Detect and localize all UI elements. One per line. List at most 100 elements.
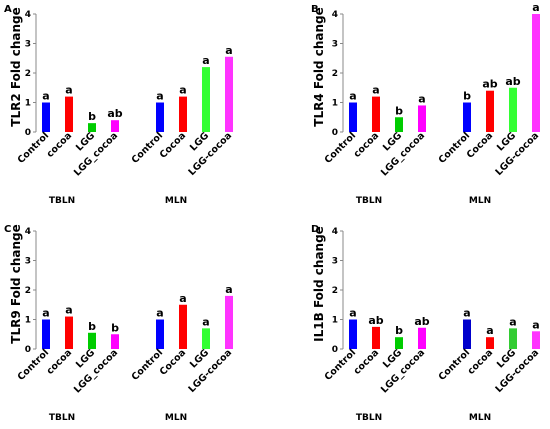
significance-label: a [156, 307, 163, 320]
group-label: MLN [165, 196, 187, 206]
category-label: Control [130, 347, 166, 383]
significance-label: a [42, 90, 49, 103]
significance-label: a [202, 54, 209, 67]
significance-label: a [225, 283, 232, 296]
y-tick-label: 0 [25, 128, 31, 138]
significance-label: a [65, 304, 72, 317]
bar [88, 123, 96, 132]
bar [111, 120, 119, 132]
significance-label: b [463, 90, 471, 103]
category-label: Control [16, 130, 52, 166]
y-tick-label: 4 [25, 10, 31, 20]
category-label: Control [16, 347, 52, 383]
y-axis-label: TLR4 Fold change [312, 7, 326, 126]
significance-label: a [349, 90, 356, 103]
bar [111, 334, 119, 349]
bar [65, 316, 73, 349]
y-axis-label: TLR9 Fold change [9, 224, 23, 343]
group-label: MLN [469, 196, 491, 206]
significance-label: a [179, 292, 186, 305]
bar [395, 117, 403, 132]
significance-label: b [88, 320, 96, 333]
category-label: Cocoa [158, 347, 188, 377]
bar [418, 105, 426, 132]
significance-label: a [372, 84, 379, 97]
y-tick-label: 2 [332, 69, 338, 79]
group-label: TBLN [49, 413, 75, 423]
group-label: MLN [165, 413, 187, 423]
bar [395, 337, 403, 349]
bar [463, 319, 471, 349]
y-tick-label: 2 [25, 286, 31, 296]
y-tick-label: 1 [332, 316, 338, 326]
category-label: Control [130, 130, 166, 166]
group-label: TBLN [356, 196, 382, 206]
panel-letter: C [4, 224, 11, 235]
significance-label: a [532, 318, 539, 331]
significance-label: a [349, 307, 356, 320]
y-tick-label: 3 [332, 257, 338, 267]
y-tick-label: 0 [25, 345, 31, 355]
bar [418, 327, 426, 349]
y-tick-label: 4 [332, 10, 338, 20]
panel-letter: B [311, 4, 319, 15]
significance-label: b [395, 324, 403, 337]
category-label: cocoa [466, 347, 496, 377]
category-label: Cocoa [465, 130, 495, 160]
y-tick-label: 1 [25, 99, 31, 109]
y-tick-label: 4 [332, 227, 338, 237]
significance-label: a [463, 307, 470, 320]
bar [202, 328, 210, 349]
panel-letter: D [311, 224, 319, 235]
significance-label: ab [482, 78, 497, 91]
significance-label: a [42, 307, 49, 320]
bar [486, 90, 494, 132]
bar [532, 14, 540, 132]
significance-label: a [486, 324, 493, 337]
significance-label: a [156, 90, 163, 103]
bar [349, 319, 357, 349]
bar [372, 326, 380, 349]
category-label: cocoa [352, 347, 382, 377]
y-tick-label: 1 [332, 99, 338, 109]
bar [65, 96, 73, 132]
bar [202, 67, 210, 132]
significance-label: ab [505, 75, 520, 88]
significance-label: a [65, 84, 72, 97]
y-tick-label: 0 [332, 345, 338, 355]
bar [509, 87, 517, 132]
group-label: MLN [469, 413, 491, 423]
significance-label: a [532, 1, 539, 14]
y-tick-label: 3 [332, 40, 338, 50]
y-tick-label: 2 [332, 286, 338, 296]
y-axis-label: IL1B Fold change [312, 226, 326, 342]
bar [156, 319, 164, 349]
category-label: Control [323, 347, 359, 383]
group-label: TBLN [49, 196, 75, 206]
significance-label: a [179, 84, 186, 97]
y-tick-label: 0 [332, 128, 338, 138]
category-label: cocoa [352, 130, 382, 160]
significance-label: a [418, 92, 425, 105]
panel-letter: A [4, 4, 12, 15]
bar [486, 337, 494, 349]
significance-label: a [509, 315, 516, 328]
bar [372, 96, 380, 132]
bar [532, 331, 540, 349]
significance-label: b [88, 110, 96, 123]
bar [509, 328, 517, 349]
category-label: cocoa [45, 347, 75, 377]
y-axis-label: TLR2 Fold change [9, 7, 23, 126]
bar [179, 304, 187, 349]
category-label: Control [437, 130, 473, 166]
bar [179, 96, 187, 132]
bar [225, 56, 233, 132]
y-tick-label: 1 [25, 316, 31, 326]
group-label: TBLN [356, 413, 382, 423]
bar [463, 102, 471, 132]
bar [42, 102, 50, 132]
significance-label: ab [107, 107, 122, 120]
significance-label: a [225, 44, 232, 57]
bar [225, 295, 233, 349]
